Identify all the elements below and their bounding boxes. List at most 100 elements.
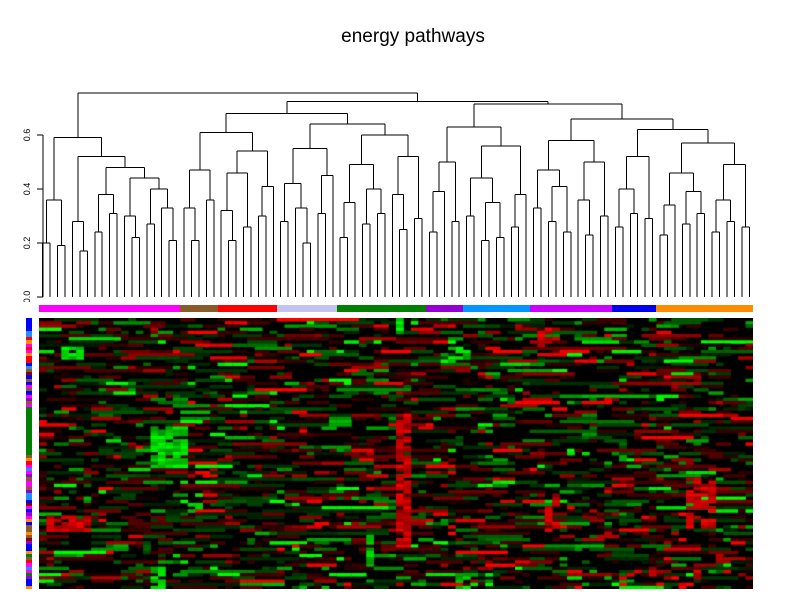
column-group-segment	[656, 305, 753, 312]
row-color-segment	[26, 515, 32, 519]
row-color-segment	[26, 400, 32, 405]
axis-tick-label: 0.4	[22, 183, 32, 196]
row-color-segment	[26, 550, 32, 554]
column-group-segment	[425, 305, 463, 312]
row-color-segment	[26, 318, 32, 322]
row-color-segment	[26, 359, 32, 363]
row-color-bar	[26, 318, 32, 589]
row-color-segment	[26, 397, 32, 401]
row-color-segment	[26, 337, 32, 341]
column-group-segment	[39, 305, 181, 312]
row-color-segment	[26, 531, 32, 535]
row-color-segment	[26, 528, 32, 532]
row-color-segment	[26, 340, 32, 344]
row-color-segment	[26, 525, 32, 529]
row-color-segment	[26, 429, 32, 433]
row-color-segment	[26, 544, 32, 548]
dendrogram-axis: 0.0 0.2 0.4 0.6	[22, 129, 44, 302]
row-color-segment	[26, 413, 32, 417]
row-color-segment	[26, 381, 32, 385]
row-color-segment	[26, 553, 32, 558]
row-color-segment	[26, 566, 32, 570]
row-color-segment	[26, 407, 32, 411]
dendrogram-tree	[42, 92, 750, 297]
column-group-segment	[462, 305, 530, 312]
row-color-segment	[26, 404, 32, 408]
row-color-segment	[26, 333, 32, 338]
row-color-segment	[26, 464, 32, 468]
row-color-segment	[26, 372, 32, 376]
row-color-segment	[26, 356, 32, 360]
row-color-segment	[26, 576, 32, 580]
heatmap-canvas	[39, 318, 753, 589]
row-color-segment	[26, 522, 32, 526]
axis-tick-label: 0.0	[22, 291, 32, 302]
row-color-segment	[26, 410, 32, 414]
row-color-segment	[26, 375, 32, 379]
column-group-segment	[529, 305, 612, 312]
chart-title: energy pathways	[341, 26, 485, 47]
row-color-segment	[26, 486, 32, 491]
column-group-segment	[180, 305, 218, 312]
row-color-segment	[26, 579, 32, 583]
row-color-segment	[26, 448, 32, 452]
column-group-segment	[277, 305, 337, 312]
row-color-segment	[26, 534, 32, 538]
column-color-bar	[39, 305, 753, 312]
row-color-segment	[26, 537, 32, 542]
row-color-segment	[26, 365, 32, 369]
row-color-segment	[26, 474, 32, 478]
row-color-segment	[26, 573, 32, 577]
row-color-segment	[26, 426, 32, 430]
row-color-segment	[26, 480, 32, 484]
row-color-segment	[26, 509, 32, 513]
row-color-segment	[26, 541, 32, 545]
row-color-segment	[26, 394, 32, 398]
dendrogram: 0.0 0.2 0.4 0.6	[22, 92, 750, 302]
column-group-segment	[217, 305, 277, 312]
row-color-segment	[26, 547, 32, 551]
row-color-segment	[26, 512, 32, 516]
row-color-segment	[26, 569, 32, 573]
row-color-segment	[26, 585, 32, 589]
row-color-segment	[26, 502, 32, 507]
row-color-segment	[26, 483, 32, 487]
row-color-segment	[26, 477, 32, 481]
row-color-segment	[26, 490, 32, 494]
column-group-segment	[336, 305, 426, 312]
row-color-segment	[26, 451, 32, 456]
row-color-segment	[26, 439, 32, 443]
row-color-segment	[26, 518, 32, 522]
row-color-segment	[26, 496, 32, 500]
row-color-segment	[26, 420, 32, 424]
row-color-segment	[26, 416, 32, 420]
row-color-segment	[26, 330, 32, 334]
row-color-segment	[26, 327, 32, 331]
row-color-segment	[26, 321, 32, 325]
row-color-segment	[26, 563, 32, 567]
row-color-segment	[26, 557, 32, 561]
row-color-segment	[26, 324, 32, 328]
row-color-segment	[26, 560, 32, 564]
row-color-segment	[26, 506, 32, 510]
row-color-segment	[26, 499, 32, 503]
row-color-segment	[26, 582, 32, 586]
row-color-segment	[26, 493, 32, 497]
row-color-segment	[26, 349, 32, 354]
row-color-segment	[26, 455, 32, 459]
row-color-segment	[26, 388, 32, 392]
row-color-segment	[26, 346, 32, 350]
row-color-segment	[26, 442, 32, 446]
axis-tick-label: 0.2	[22, 237, 32, 250]
row-color-segment	[26, 423, 32, 427]
row-color-segment	[26, 391, 32, 395]
axis-tick-label: 0.6	[22, 129, 32, 142]
row-color-segment	[26, 435, 32, 440]
row-color-segment	[26, 461, 32, 465]
row-color-segment	[26, 353, 32, 357]
row-color-segment	[26, 384, 32, 389]
row-color-segment	[26, 343, 32, 347]
column-group-segment	[611, 305, 657, 312]
row-color-segment	[26, 445, 32, 449]
